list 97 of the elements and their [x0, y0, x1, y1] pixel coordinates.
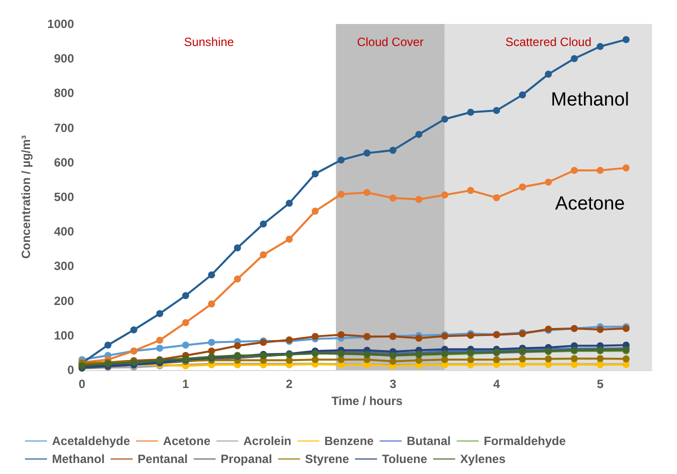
legend-label: Acrolein [243, 434, 292, 448]
y-tick-label: 400 [54, 224, 74, 239]
legend-label: Butanal [406, 434, 451, 448]
x-tick-label: 0 [78, 377, 86, 391]
point [208, 300, 216, 308]
x-tick-label: 3 [390, 377, 397, 391]
point [286, 236, 293, 243]
point [467, 186, 474, 194]
point [493, 356, 500, 364]
point [182, 342, 190, 349]
point [234, 244, 241, 252]
y-tick-label: 300 [54, 259, 74, 274]
point [441, 356, 448, 364]
point [260, 251, 267, 258]
legend-label: Xylenes [460, 452, 506, 466]
point [338, 331, 345, 338]
legend-label: Pentanal [138, 452, 188, 466]
point [104, 342, 112, 349]
point [234, 276, 241, 282]
point [156, 344, 164, 352]
point [415, 334, 422, 342]
point [182, 319, 190, 326]
point [544, 178, 552, 186]
point [544, 355, 552, 362]
point [493, 194, 500, 202]
point [338, 190, 345, 198]
y-tick-label: 600 [54, 155, 74, 170]
x-axis-title: Time / hours [331, 394, 403, 408]
point [389, 146, 396, 154]
point [622, 164, 630, 172]
legend-label: Toluene [382, 452, 428, 466]
legend-label: Acetaldehyde [52, 434, 130, 448]
point [467, 356, 474, 364]
point [415, 356, 422, 364]
legend-label: Styrene [305, 452, 350, 466]
annotation: Methanol [550, 90, 630, 110]
y-axis-title: Concentration / µg/m³ [19, 135, 33, 259]
point [130, 326, 138, 334]
band-label: Cloud Cover [356, 35, 424, 49]
point [389, 194, 396, 202]
y-tick-label: 0 [67, 363, 74, 377]
legend-label: Propanal [220, 452, 272, 466]
point [364, 150, 370, 157]
point [622, 355, 630, 362]
x-tick-label: 2 [286, 377, 293, 391]
legend-label: Benzene [324, 434, 374, 448]
y-tick-label: 700 [54, 120, 74, 135]
point [596, 42, 604, 50]
point [441, 191, 448, 198]
annotation: Acetone [555, 194, 625, 214]
point [208, 271, 216, 278]
point [208, 338, 216, 346]
point [596, 355, 604, 362]
band-label: Sunshine [184, 35, 234, 49]
point [312, 208, 319, 215]
point [156, 336, 164, 344]
point [208, 347, 216, 354]
y-tick-label: 900 [54, 52, 74, 66]
point [312, 170, 319, 178]
point [182, 292, 190, 300]
point [338, 356, 345, 364]
y-tick-label: 1000 [47, 17, 74, 31]
point [544, 70, 552, 78]
point [156, 310, 164, 318]
point [234, 342, 241, 350]
x-tick-label: 4 [493, 377, 500, 391]
point [570, 355, 578, 362]
point [570, 55, 578, 62]
band-label: Scattered Cloud [505, 35, 592, 49]
point [260, 220, 267, 228]
x-tick-label: 1 [182, 377, 190, 391]
y-tick-label: 200 [54, 294, 74, 308]
point [493, 107, 500, 114]
y-tick-label: 100 [54, 328, 74, 342]
x-tick-label: 5 [596, 377, 604, 391]
point [518, 91, 526, 98]
point [441, 116, 448, 123]
point [518, 355, 526, 362]
legend-label: Methanol [52, 452, 105, 466]
point [622, 36, 630, 44]
point [312, 356, 319, 364]
point [286, 200, 293, 207]
point [312, 332, 319, 340]
legend-label: Acetone [163, 434, 211, 448]
point [338, 156, 345, 164]
point [415, 130, 422, 138]
point [570, 166, 578, 174]
point [415, 196, 422, 203]
point [596, 166, 604, 174]
y-tick-label: 800 [54, 86, 74, 100]
point [467, 108, 474, 116]
point [518, 183, 526, 190]
y-tick-label: 500 [54, 190, 74, 204]
legend-label: Formaldehyde [484, 434, 566, 448]
point [596, 326, 604, 334]
point [389, 358, 396, 365]
point [364, 189, 370, 196]
